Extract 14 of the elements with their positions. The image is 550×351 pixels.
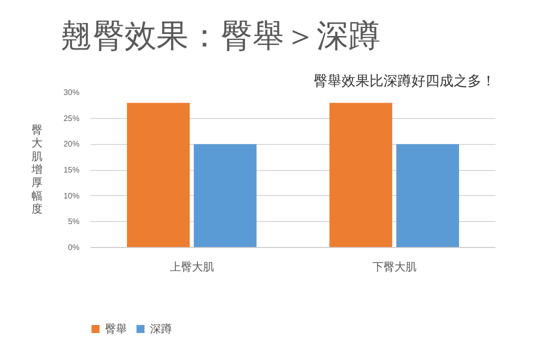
legend-label: 深蹲 <box>150 322 172 336</box>
y-tick-label: 20% <box>63 140 80 149</box>
y-tick-label: 15% <box>63 166 80 174</box>
chart-title: 翹臀效果：臀舉＞深蹲 <box>60 16 380 54</box>
y-tick-label: 0% <box>68 243 80 252</box>
y-tick-label: 10% <box>63 191 80 200</box>
y-tick-label: 5% <box>68 217 80 226</box>
legend-label: 臀舉 <box>105 322 127 336</box>
y-axis-title: 臀大肌增厚幅度 <box>30 124 42 216</box>
y-tick-label: 25% <box>63 114 80 123</box>
x-tick-label: 上臀大肌 <box>170 260 214 274</box>
y-tick-label: 30% <box>63 88 80 97</box>
x-tick-label: 下臀大肌 <box>372 260 416 274</box>
chart-subtitle: 臀舉效果比深蹲好四成之多！ <box>314 74 496 90</box>
